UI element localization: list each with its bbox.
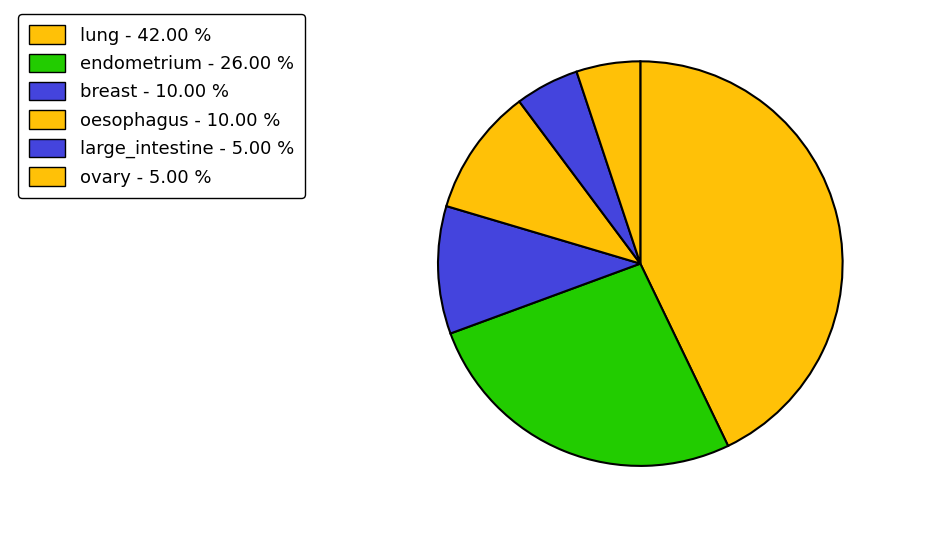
Wedge shape	[450, 264, 728, 466]
Wedge shape	[519, 72, 640, 264]
Wedge shape	[640, 61, 842, 446]
Wedge shape	[446, 102, 640, 264]
Wedge shape	[576, 61, 640, 264]
Legend: lung - 42.00 %, endometrium - 26.00 %, breast - 10.00 %, oesophagus - 10.00 %, l: lung - 42.00 %, endometrium - 26.00 %, b…	[19, 15, 304, 197]
Wedge shape	[438, 206, 640, 334]
